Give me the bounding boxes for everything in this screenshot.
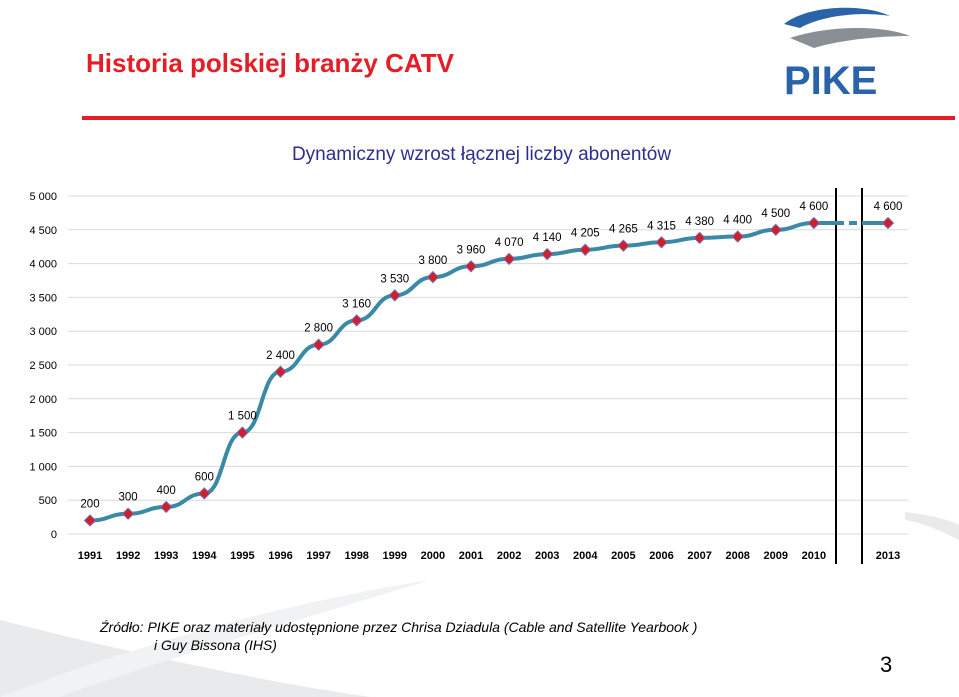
y-tick-label: 1 500 [29, 428, 57, 440]
y-tick-label: 0 [51, 529, 57, 541]
data-label: 4 265 [609, 224, 638, 236]
title-underline [82, 116, 955, 120]
x-tick-label: 1998 [344, 550, 368, 562]
data-point-marker [693, 231, 706, 245]
x-tick-label: 1997 [306, 550, 330, 562]
x-tick-label: 1993 [154, 550, 178, 562]
logo-text: PIKE [784, 59, 877, 103]
x-tick-label: 1994 [192, 550, 217, 562]
x-tick-label: 2007 [687, 550, 711, 562]
data-point-marker [617, 239, 630, 252]
x-tick-label: 1992 [116, 550, 140, 562]
data-point-marker [426, 270, 440, 284]
source-note: Źródło: PIKE oraz materiały udostępnione… [100, 618, 697, 654]
y-tick-label: 5 000 [29, 191, 57, 203]
data-point-marker [236, 426, 249, 439]
page-title: Historia polskiej branży CATV [86, 48, 454, 78]
data-label: 400 [157, 485, 176, 497]
x-tick-label: 2013 [876, 550, 900, 562]
data-label: 4 600 [800, 201, 829, 213]
data-label: 600 [195, 471, 214, 483]
data-label: 3 800 [419, 255, 448, 267]
data-point-marker [579, 243, 592, 256]
data-label: 2 800 [304, 323, 333, 335]
data-point-marker [312, 338, 325, 351]
x-tick-label: 2005 [611, 550, 635, 562]
data-label: 3 530 [380, 273, 409, 285]
data-point-marker [121, 507, 135, 520]
data-label: 4 500 [761, 208, 790, 220]
series-line [88, 221, 816, 523]
data-point-marker [464, 260, 478, 273]
data-label: 3 960 [457, 244, 486, 256]
x-tick-label: 2002 [497, 550, 521, 562]
x-tick-label: 1991 [78, 550, 102, 562]
data-point-marker [881, 216, 895, 230]
data-label: 4 315 [647, 220, 676, 232]
y-tick-label: 3 500 [29, 292, 57, 304]
data-label: 200 [80, 498, 99, 510]
data-point-marker [731, 230, 744, 243]
x-tick-label: 2004 [573, 550, 598, 562]
data-label: 300 [119, 492, 138, 504]
x-tick-label: 2000 [421, 550, 445, 562]
y-tick-label: 2 500 [29, 360, 57, 372]
x-tick-label: 1995 [230, 550, 254, 562]
y-tick-label: 3 000 [29, 326, 57, 338]
data-point-marker [502, 252, 516, 266]
x-tick-label: 2010 [802, 550, 826, 562]
y-tick-label: 4 000 [29, 259, 57, 271]
data-point-marker [388, 289, 402, 302]
data-point-marker [807, 216, 821, 230]
x-tick-label: 2008 [725, 550, 749, 562]
data-label: 4 400 [723, 215, 752, 227]
x-tick-label: 2009 [764, 550, 788, 562]
data-point-marker [540, 247, 554, 261]
x-tick-label: 2003 [535, 550, 559, 562]
y-tick-label: 2 000 [29, 394, 57, 406]
x-tick-label: 2006 [649, 550, 673, 562]
data-label: 4 140 [533, 232, 562, 244]
x-tick-label: 1999 [383, 550, 407, 562]
data-label: 1 500 [228, 411, 257, 423]
data-label: 4 600 [874, 201, 903, 213]
page-number: 3 [880, 652, 893, 677]
y-tick-label: 500 [39, 495, 57, 507]
source-line-2: i Guy Bissona (IHS) [154, 637, 277, 653]
data-label: 4 380 [685, 216, 714, 228]
source-line-1: Źródło: PIKE oraz materiały udostępnione… [100, 619, 698, 635]
data-point-marker [159, 500, 173, 514]
x-tick-label: 1996 [268, 550, 292, 562]
pike-logo: PIKE [784, 7, 910, 103]
y-tick-label: 1 000 [29, 461, 57, 473]
chart-title: Dynamiczny wzrost łącznej liczby abonent… [291, 144, 672, 165]
data-label: 4 070 [495, 237, 524, 249]
data-point-marker [274, 365, 287, 378]
data-point-marker [83, 514, 97, 527]
data-point-marker [769, 223, 783, 237]
data-label: 2 400 [266, 350, 295, 362]
data-point-marker [198, 487, 211, 500]
data-point-marker [655, 236, 668, 249]
y-tick-label: 4 500 [29, 225, 57, 237]
x-tick-label: 2001 [459, 550, 483, 562]
data-point-marker [350, 314, 363, 327]
data-label: 4 205 [571, 228, 600, 240]
line-chart: 0 500 1 000 1 500 2 000 2 500 3 000 3 500 4 000 4… [29, 188, 908, 564]
data-label: 3 160 [342, 298, 371, 310]
